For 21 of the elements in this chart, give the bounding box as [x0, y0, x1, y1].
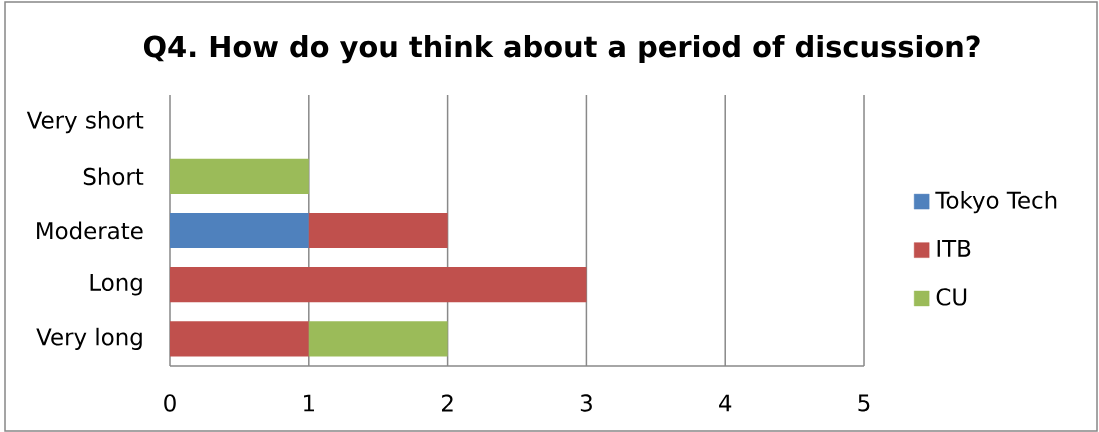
y-tick-label: Moderate — [37, 221, 143, 240]
x-tick-label: 5 — [858, 394, 870, 412]
bar — [170, 212, 309, 249]
legend-label: ITB — [937, 240, 971, 257]
y-tick-label: Very short — [26, 111, 144, 134]
bar — [308, 212, 448, 249]
x-tick-label: 3 — [580, 394, 592, 412]
legend-label: Tokyo Tech — [935, 191, 1057, 214]
x-tick-label: 0 — [164, 394, 176, 412]
bar — [170, 321, 309, 357]
x-tick-label: 4 — [719, 394, 732, 412]
bar — [170, 158, 309, 194]
chart-title: Q4. How do you think about a period of discussion? — [143, 35, 980, 64]
bar — [308, 321, 448, 357]
x-tick-label: 1 — [304, 394, 314, 412]
y-tick-label: Very long — [36, 327, 142, 350]
legend-label: CU — [936, 288, 967, 306]
bar — [170, 267, 587, 303]
y-tick-label: Long — [90, 273, 142, 296]
x-tick-label: 2 — [441, 394, 453, 412]
y-tick-label: Short — [83, 167, 144, 186]
